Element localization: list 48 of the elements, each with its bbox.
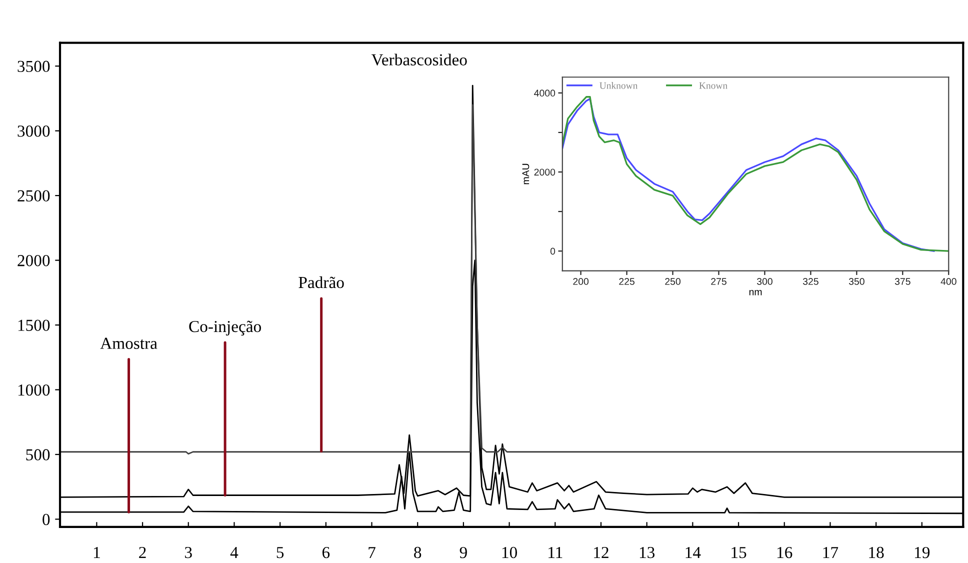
annotation: Verbascosideo bbox=[371, 54, 467, 66]
x-tick-label: 18 bbox=[869, 546, 884, 558]
x-tick-label: 350 bbox=[848, 278, 864, 285]
y-tick-label: 2000 bbox=[534, 168, 556, 176]
annotation: Padrão bbox=[298, 276, 344, 288]
x-tick-label: 9 bbox=[460, 546, 467, 558]
x-tick-label: 1 bbox=[94, 546, 100, 558]
x-tick-label: 14 bbox=[686, 546, 701, 558]
y-tick-label: 2500 bbox=[18, 190, 50, 202]
annotation: Co-injeção bbox=[189, 320, 261, 336]
x-tick-label: 5 bbox=[276, 547, 284, 558]
x-tick-label: 17 bbox=[823, 546, 838, 558]
y-tick-label: 1500 bbox=[18, 320, 50, 331]
x-tick-label: 6 bbox=[322, 546, 330, 558]
x-tick-label: 7 bbox=[368, 547, 376, 558]
y-tick-label: 1000 bbox=[18, 384, 50, 396]
x-tick-label: 275 bbox=[711, 278, 726, 285]
legend-label: Known bbox=[699, 82, 728, 89]
x-tick-label: 225 bbox=[619, 278, 634, 285]
x-tick-label: 3 bbox=[185, 546, 192, 558]
x-tick-label: 15 bbox=[732, 546, 746, 558]
y-tick-label: 0 bbox=[42, 514, 50, 526]
annotation: Amostra bbox=[100, 338, 158, 349]
x-tick-label: 300 bbox=[756, 278, 772, 285]
y-tick-label: 3000 bbox=[18, 126, 50, 137]
x-axis-title: nm bbox=[749, 290, 762, 296]
y-tick-label: 2000 bbox=[18, 254, 50, 266]
x-tick-label: 16 bbox=[778, 546, 792, 558]
x-tick-label: 325 bbox=[802, 278, 818, 285]
x-tick-label: 19 bbox=[915, 546, 930, 558]
x-tick-label: 400 bbox=[940, 278, 956, 285]
x-tick-label: 4 bbox=[230, 547, 238, 558]
x-tick-label: 375 bbox=[894, 278, 910, 285]
y-tick-label: 4000 bbox=[534, 90, 556, 97]
y-tick-label: 500 bbox=[26, 449, 50, 460]
y-tick-label: 3500 bbox=[18, 60, 50, 72]
x-tick-label: 11 bbox=[548, 546, 562, 558]
x-tick-label: 200 bbox=[573, 278, 589, 285]
x-tick-label: 8 bbox=[414, 546, 422, 558]
x-tick-label: 12 bbox=[594, 546, 608, 558]
line-series bbox=[60, 104, 964, 455]
legend-label: Unknown bbox=[600, 82, 638, 89]
x-tick-label: 10 bbox=[502, 546, 517, 558]
x-tick-label: 250 bbox=[665, 278, 680, 285]
y-axis-title: mAU bbox=[522, 164, 530, 184]
x-tick-label: 13 bbox=[640, 546, 655, 558]
y-tick-label: 0 bbox=[550, 248, 556, 255]
x-tick-label: 2 bbox=[139, 546, 146, 558]
